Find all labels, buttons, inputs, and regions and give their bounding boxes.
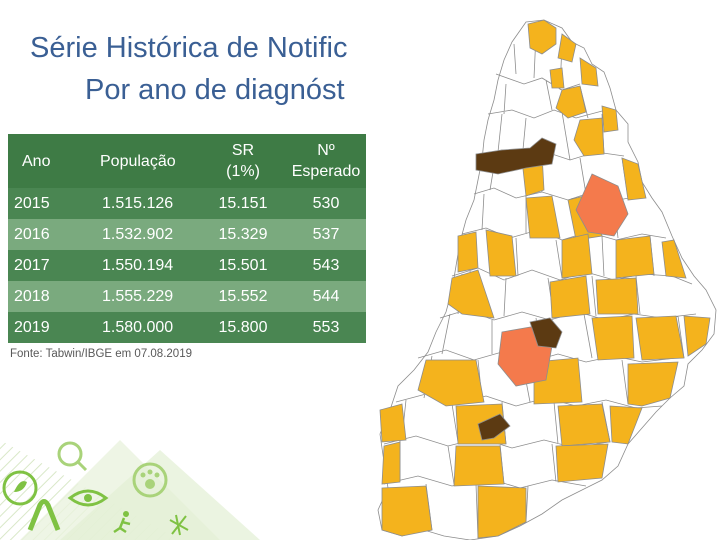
table-header-row: Ano População SR (1%) Nº Esperado [8,134,366,188]
header-esperado-line1: Nº [317,142,335,159]
cell-sr: 15.552 [200,281,286,312]
map-region-yellow [447,269,495,319]
cell-esperado: 544 [286,281,366,312]
paw-icon [132,462,168,498]
cell-populacao: 1.532.902 [96,219,200,250]
magnifier-icon [57,441,88,472]
cell-populacao: 1.515.126 [96,188,200,219]
cell-populacao: 1.555.229 [96,281,200,312]
cell-esperado: 553 [286,312,366,343]
map-region-yellow [379,403,407,443]
map-region-brown [529,317,563,349]
map-region-yellow [381,441,401,485]
runner-icon [113,511,131,534]
cell-populacao: 1.550.194 [96,250,200,281]
cell-sr: 15.151 [200,188,286,219]
decorative-health-pattern [0,440,260,540]
cell-ano: 2017 [8,250,96,281]
cell-ano: 2016 [8,219,96,250]
mosquito-icon [169,514,189,536]
map-region-yellow [627,361,679,407]
header-sr-line2: (1%) [226,163,260,180]
header-populacao: População [96,134,200,188]
header-esperado-line2: Esperado [291,163,361,180]
map-region-orange [575,173,629,237]
state-map [377,19,717,540]
cell-ano: 2015 [8,188,96,219]
map-region-yellow [555,85,587,119]
cell-sr: 15.329 [200,219,286,250]
table-row: 2017 1.550.194 15.501 543 [8,250,366,281]
cell-ano: 2019 [8,312,96,343]
map-region-yellow [555,443,609,483]
map-region-yellow [453,445,505,487]
map-region-yellow [417,359,485,407]
data-table: Ano População SR (1%) Nº Esperado 2015 1… [8,134,366,343]
map-region-yellow [477,485,527,539]
map-region-yellow [615,235,655,279]
map-region-brown [477,413,511,441]
cell-esperado: 537 [286,219,366,250]
map-region-yellow [621,157,647,201]
header-sr-line1: SR [231,142,255,159]
table-row: 2018 1.555.229 15.552 544 [8,281,366,312]
map-region-yellow [485,229,517,277]
table-row: 2019 1.580.000 15.800 553 [8,312,366,343]
cell-esperado: 530 [286,188,366,219]
header-ano: Ano [8,134,96,188]
map-region-yellow [573,117,605,157]
map-region-yellow [579,57,599,87]
map-region-brown [475,137,557,175]
table-row: 2015 1.515.126 15.151 530 [8,188,366,219]
cell-sr: 15.501 [200,250,286,281]
map-region-yellow [595,277,639,315]
map-region-yellow [609,405,643,445]
map-region-yellow [549,275,591,319]
map-region-yellow [591,315,635,361]
slide-title-line-2: Por ano de diagnóst [85,74,345,106]
cell-esperado: 543 [286,250,366,281]
map-region-yellow [661,239,687,279]
map-region-yellow [557,33,577,63]
map-region-yellow [527,19,557,55]
ribbon-icon [27,499,61,531]
map-region-yellow [635,315,685,361]
source-note: Fonte: Tabwin/IBGE em 07.08.2019 [10,348,192,360]
map-region-yellow [381,485,433,537]
header-sr: SR (1%) [200,134,286,188]
slide-title-line-1: Série Histórica de Notific [30,32,348,64]
map-region-yellow [525,195,561,239]
cell-populacao: 1.580.000 [96,312,200,343]
header-esperado: Nº Esperado [286,134,366,188]
cell-ano: 2018 [8,281,96,312]
map-region-yellow [457,231,479,273]
table-row: 2016 1.532.902 15.329 537 [8,219,366,250]
map-state-outline [377,19,717,540]
cell-sr: 15.800 [200,312,286,343]
leaf-icon [2,470,38,506]
eye-icon [67,489,109,507]
map-region-yellow [557,403,611,447]
map-region-yellow [601,105,619,133]
map-region-yellow [561,233,593,279]
map-region-yellow [549,67,565,89]
map-region-yellow [683,315,711,357]
